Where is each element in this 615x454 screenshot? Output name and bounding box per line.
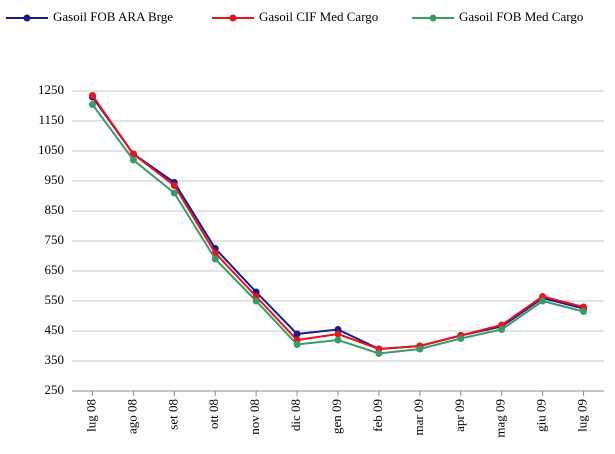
data-point [580,308,588,315]
data-point [211,255,219,263]
data-point [129,156,137,164]
y-tick-label: 550 [45,292,65,307]
data-point [129,150,137,158]
y-tick-label: 250 [45,382,65,397]
data-point [334,336,342,344]
legend-marker [229,14,237,22]
y-tick-label: 1250 [38,82,64,97]
legend-label: Gasoil FOB ARA Brge [53,9,173,24]
x-tick-label: lug 09 [575,399,590,432]
y-tick-label: 1150 [38,112,64,127]
y-tick-label: 650 [45,262,65,277]
data-point [88,101,96,108]
legend-label: Gasoil CIF Med Cargo [259,9,378,24]
x-tick-label: dic 08 [288,399,303,431]
data-point [293,330,301,338]
data-point [498,326,506,333]
y-tick-label: 850 [45,202,65,217]
series-line [91,96,584,351]
data-point [293,341,301,348]
series-line [91,103,584,355]
data-point [252,297,260,305]
x-tick-label: nov 08 [247,399,262,435]
x-tick-label: gen 09 [329,399,344,434]
x-tick-label: feb 09 [370,399,385,432]
data-point [457,335,465,342]
x-tick-label: ago 08 [124,399,139,434]
y-tick-label: 350 [45,352,65,367]
legend-marker [23,14,31,22]
data-point [170,189,178,197]
x-tick-label: set 08 [165,399,180,430]
legend-marker [429,14,437,22]
y-tick-label: 750 [45,232,65,247]
data-point [539,297,547,305]
x-tick-label: lug 08 [83,399,98,432]
y-tick-label: 1050 [38,142,64,157]
x-tick-label: mar 09 [411,399,426,435]
x-tick-label: giu 09 [534,399,549,432]
legend-label: Gasoil FOB Med Cargo [459,9,583,24]
data-point [334,330,342,338]
data-point [88,92,96,99]
x-tick-label: ott 08 [206,399,221,429]
data-point [375,350,383,357]
data-point [170,182,178,189]
x-tick-label: mag 09 [493,399,508,438]
data-point [416,345,424,353]
y-tick-label: 450 [45,322,65,337]
x-tick-label: apr 09 [452,399,467,432]
y-tick-label: 950 [45,172,65,187]
series-line [91,94,584,351]
